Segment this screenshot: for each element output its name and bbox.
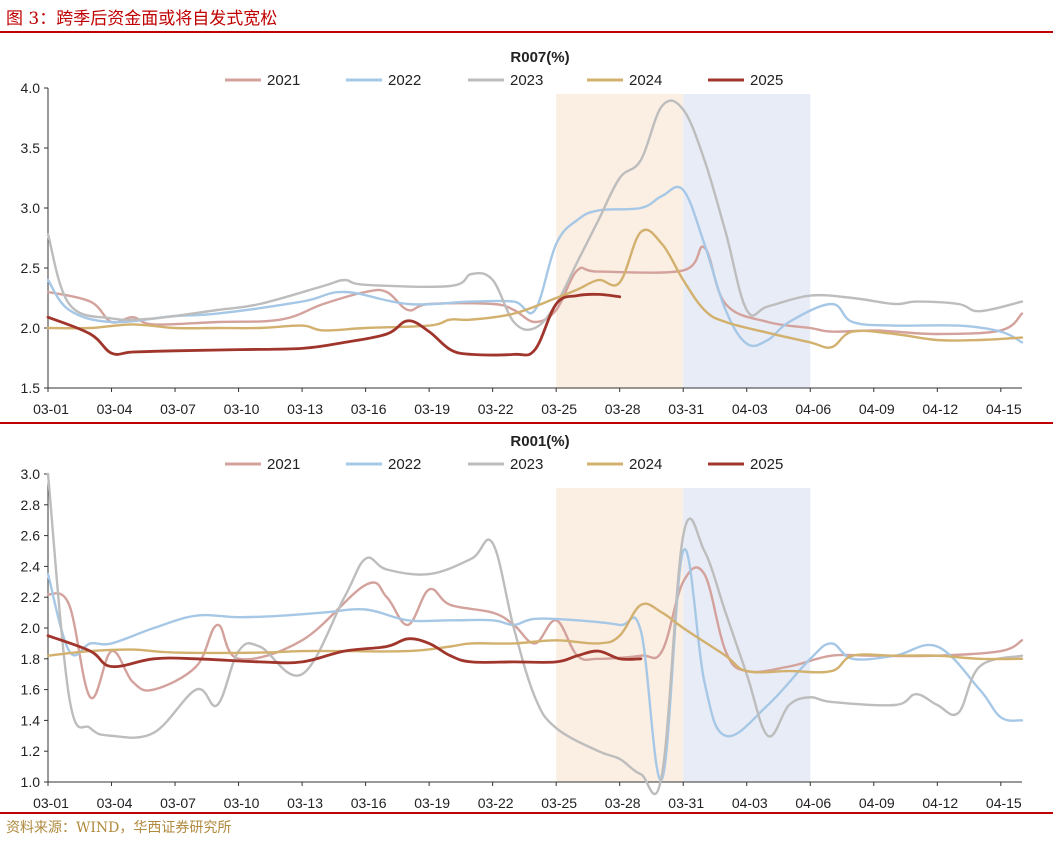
x-tick-label: 03-31 [668, 401, 704, 417]
y-tick-label: 2.5 [21, 260, 41, 276]
y-tick-label: 3.0 [21, 200, 41, 216]
panel-divider [0, 422, 1053, 424]
series-line-2025 [46, 634, 643, 669]
x-tick-label: 04-09 [859, 795, 895, 811]
x-tick-label: 04-03 [732, 795, 768, 811]
x-tick-label: 04-15 [986, 401, 1022, 417]
x-tick-label: 03-28 [605, 401, 641, 417]
x-tick-label: 04-12 [922, 401, 958, 417]
legend-label-2025: 2025 [750, 456, 783, 473]
legend-label-2022: 2022 [388, 72, 421, 89]
x-tick-label: 03-10 [224, 401, 260, 417]
series-line-2023 [46, 472, 1024, 795]
legend-label-2023: 2023 [510, 72, 543, 89]
x-tick-label: 03-07 [160, 401, 196, 417]
x-tick-label: 04-06 [795, 795, 831, 811]
y-tick-label: 1.2 [21, 743, 41, 759]
series-line-2021 [46, 566, 1024, 700]
legend-label-2024: 2024 [629, 456, 662, 473]
y-tick-label: 2.8 [21, 497, 41, 513]
title-divider [0, 31, 1053, 33]
figure-title: 图 3：跨季后资金面或将自发式宽松 [6, 9, 278, 29]
x-tick-label: 04-03 [732, 401, 768, 417]
source-divider [0, 812, 1053, 814]
y-tick-label: 1.8 [21, 651, 41, 667]
chart-r001: R001(%) 2021 2022 2023 2024 2025 1.0 1.2 1.4 1.6 1… [21, 433, 1024, 811]
chart-title: R001(%) [510, 433, 569, 450]
series-line-2025 [46, 292, 622, 357]
y-tick-label: 1.4 [21, 712, 41, 728]
legend-label-2025: 2025 [750, 72, 783, 89]
series-line-2021 [46, 245, 1024, 336]
series-line-2024 [46, 602, 1024, 674]
x-tick-label: 03-28 [605, 795, 641, 811]
y-tick-label: 4.0 [21, 80, 41, 96]
series-line-2022 [46, 548, 1024, 781]
x-tick-label: 03-25 [541, 795, 577, 811]
x-tick-label: 04-06 [795, 401, 831, 417]
series-line-2022 [46, 185, 1024, 348]
x-tick-label: 04-12 [922, 795, 958, 811]
x-tick-label: 03-16 [351, 401, 387, 417]
x-tick-label: 03-22 [478, 401, 514, 417]
legend-label-2024: 2024 [629, 72, 662, 89]
legend-label-2021: 2021 [267, 72, 300, 89]
legend-label-2021: 2021 [267, 456, 300, 473]
x-tick-label: 03-31 [668, 795, 704, 811]
series-line-2023 [46, 99, 1024, 331]
x-tick-label: 03-07 [160, 795, 196, 811]
x-tick-label: 03-04 [97, 795, 133, 811]
x-tick-label: 04-15 [986, 795, 1022, 811]
shade-after-quarter-end [683, 488, 811, 782]
x-tick-label: 03-10 [224, 795, 260, 811]
x-tick-label: 03-19 [414, 401, 450, 417]
source-note: 资料来源：WIND，华西证券研究所 [6, 820, 232, 836]
y-tick-label: 2.0 [21, 320, 41, 336]
y-tick-label: 3.5 [21, 140, 41, 156]
x-tick-label: 03-16 [351, 795, 387, 811]
x-tick-label: 04-09 [859, 401, 895, 417]
y-tick-label: 2.6 [21, 528, 41, 544]
y-tick-label: 3.0 [21, 466, 41, 482]
x-tick-label: 03-25 [541, 401, 577, 417]
chart-title: R007(%) [510, 49, 569, 66]
y-tick-label: 1.5 [21, 380, 41, 396]
x-tick-label: 03-01 [33, 795, 69, 811]
x-tick-label: 03-04 [97, 401, 133, 417]
x-tick-label: 03-01 [33, 401, 69, 417]
legend-label-2023: 2023 [510, 456, 543, 473]
y-tick-label: 1.0 [21, 774, 41, 790]
x-tick-label: 03-22 [478, 795, 514, 811]
y-tick-label: 1.6 [21, 682, 41, 698]
y-tick-label: 2.2 [21, 589, 41, 605]
series-line-2024 [46, 228, 1024, 349]
shade-before-quarter-end [556, 94, 684, 388]
x-tick-label: 03-19 [414, 795, 450, 811]
y-tick-label: 2.4 [21, 558, 41, 574]
chart-r007: R007(%) 2021 2022 2023 2024 2025 1.5 2.0 2.5 3.0 3… [21, 49, 1024, 417]
y-tick-label: 2.0 [21, 620, 41, 636]
x-tick-label: 03-13 [287, 795, 323, 811]
legend-label-2022: 2022 [388, 456, 421, 473]
x-tick-label: 03-13 [287, 401, 323, 417]
